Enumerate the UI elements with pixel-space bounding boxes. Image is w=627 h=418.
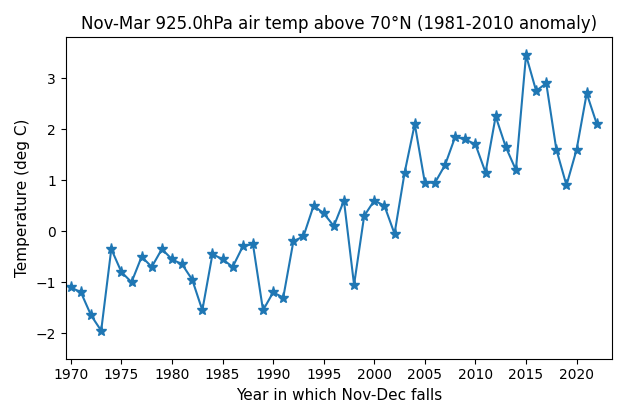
Y-axis label: Temperature (deg C): Temperature (deg C) — [15, 119, 30, 277]
X-axis label: Year in which Nov-Dec falls: Year in which Nov-Dec falls — [236, 388, 442, 403]
Title: Nov-Mar 925.0hPa air temp above 70°N (1981-2010 anomaly): Nov-Mar 925.0hPa air temp above 70°N (19… — [81, 15, 597, 33]
